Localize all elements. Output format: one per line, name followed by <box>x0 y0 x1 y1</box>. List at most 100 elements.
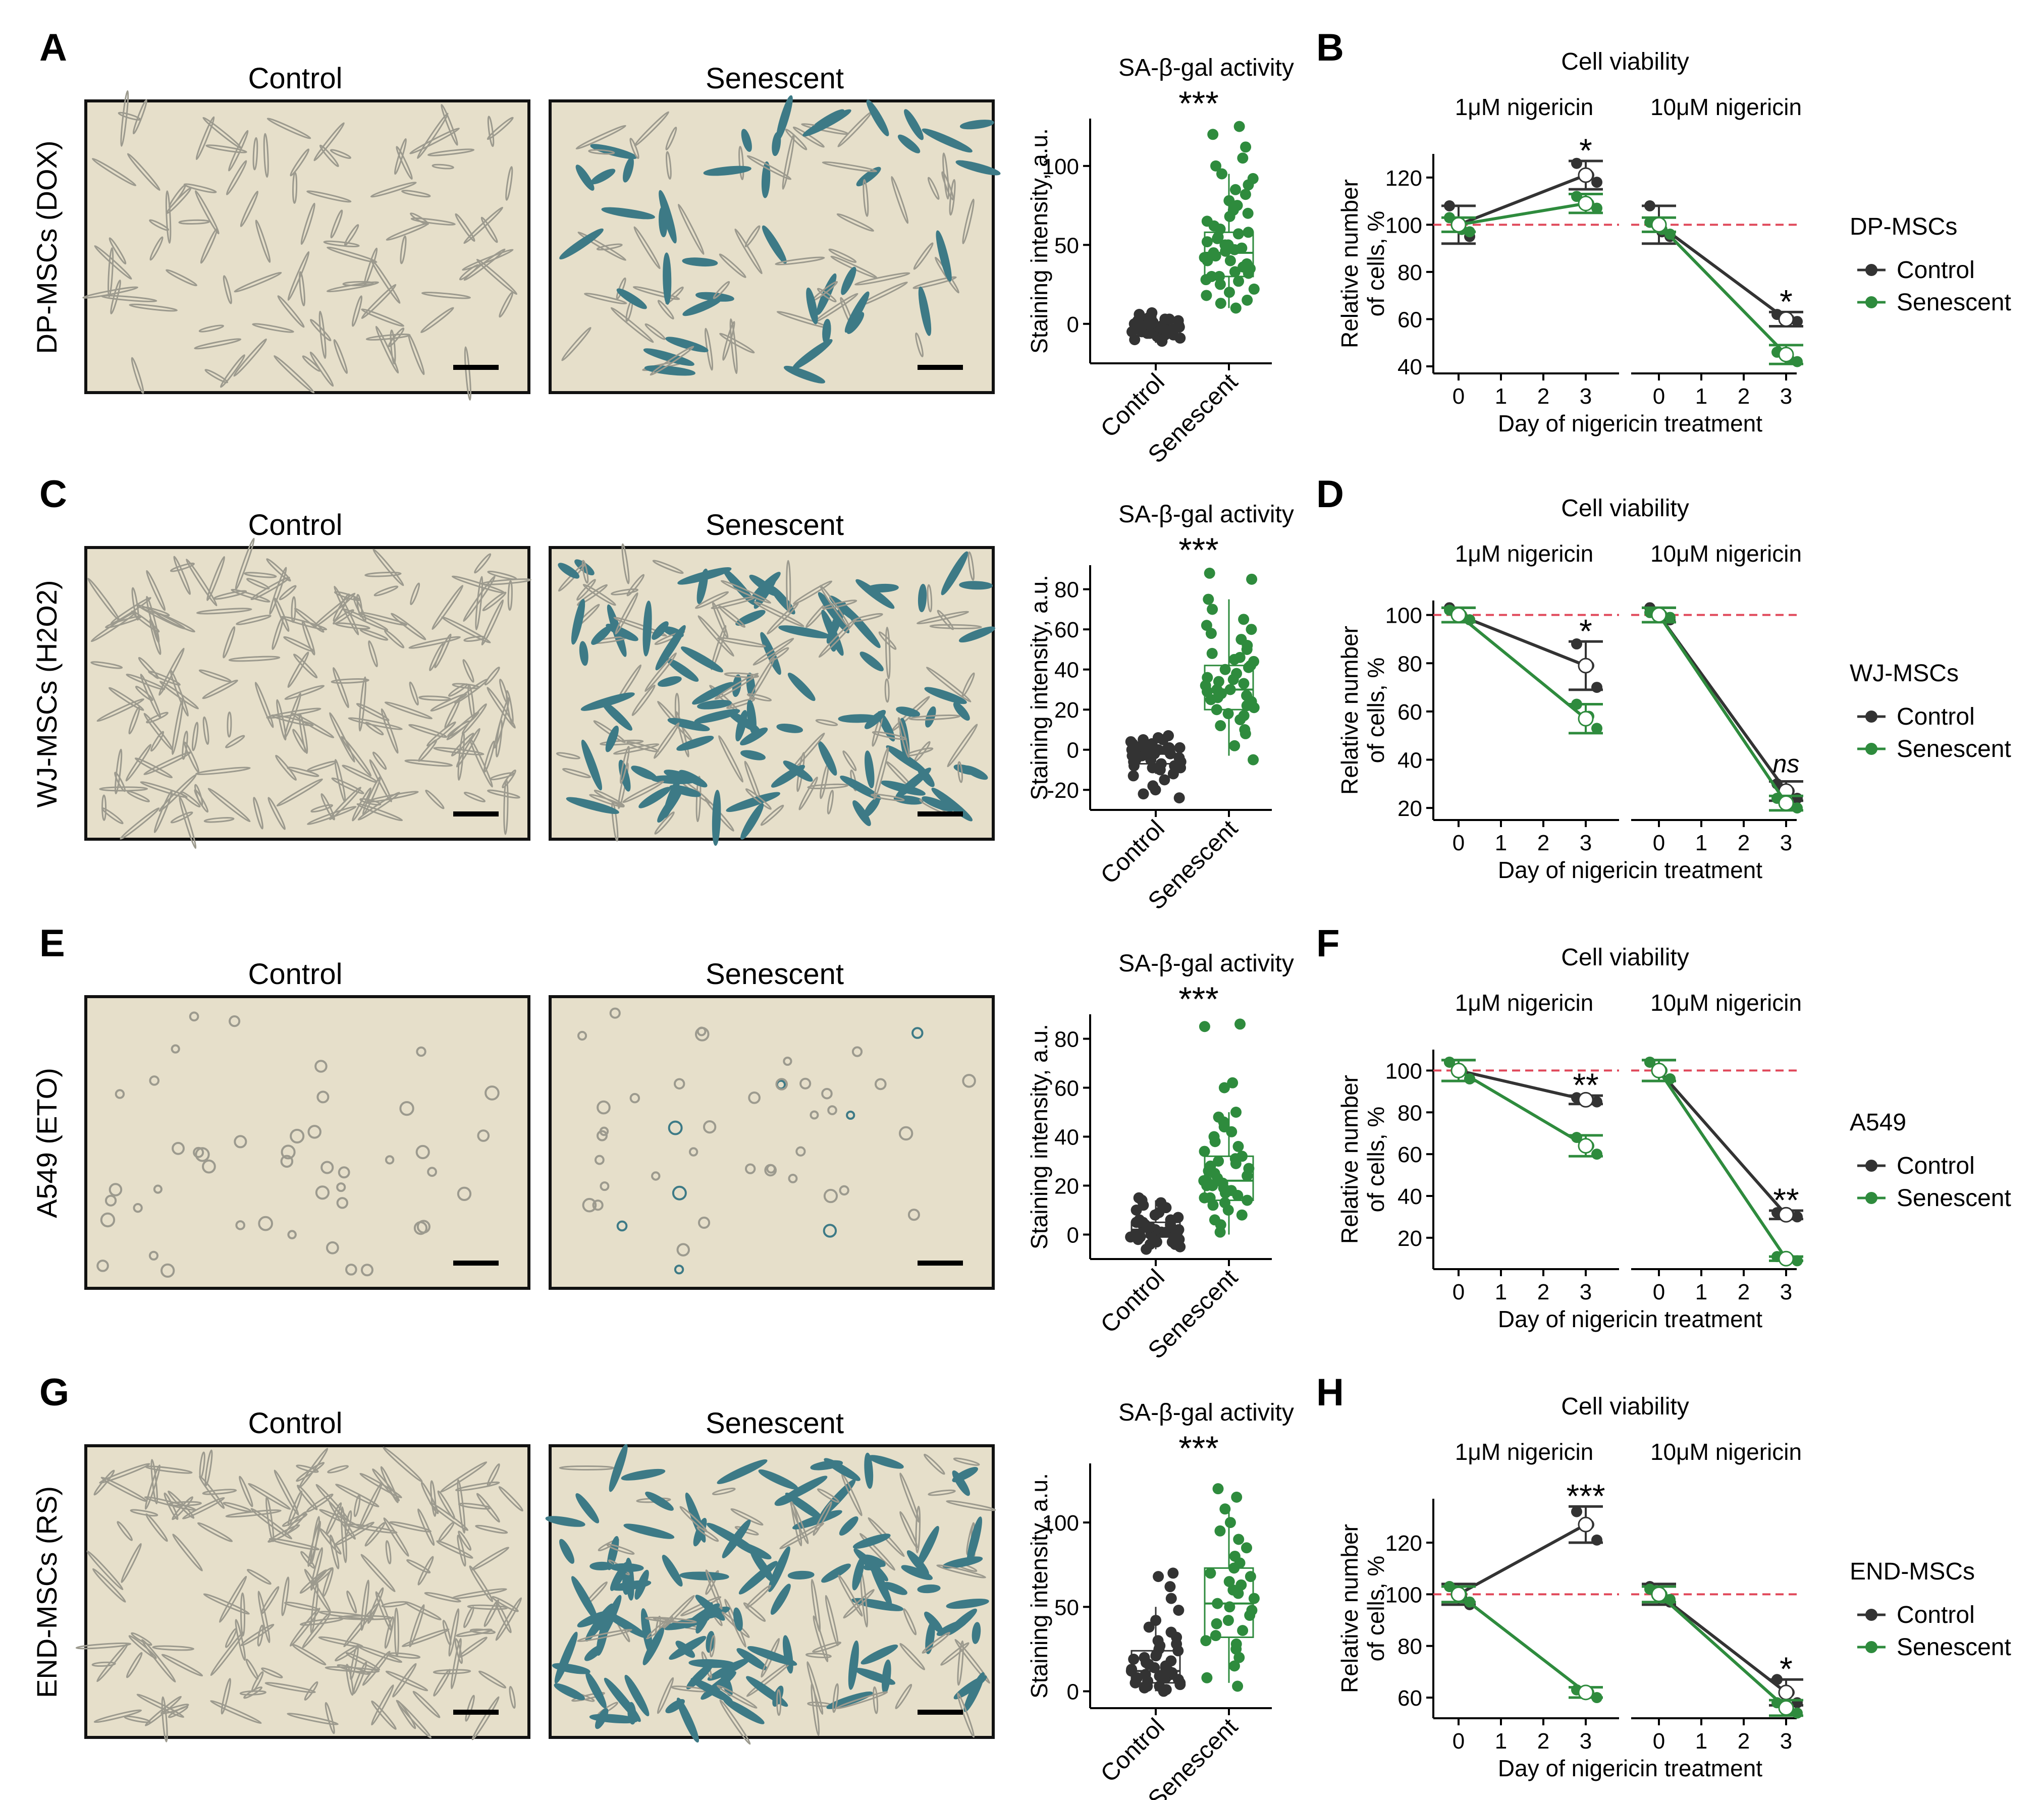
cell-round <box>338 1166 350 1179</box>
row-label: DP-MSCs (DOX) <box>31 140 63 354</box>
cell <box>248 1483 291 1510</box>
significance-label: *** <box>1178 1429 1218 1467</box>
cell <box>127 790 150 802</box>
cell <box>357 792 400 821</box>
cell-stained <box>848 1640 859 1690</box>
legend-title: END-MSCs <box>1850 1558 1975 1585</box>
replicate-point <box>1591 1096 1602 1108</box>
cell <box>266 558 291 582</box>
x-tick-label: 2 <box>1738 1280 1750 1304</box>
data-point <box>1219 1503 1231 1515</box>
cell <box>368 640 378 668</box>
scale-bar <box>918 365 963 370</box>
cell <box>644 323 666 340</box>
cell <box>406 1559 431 1574</box>
cell <box>198 669 232 682</box>
data-point <box>1211 1618 1222 1629</box>
cell <box>101 794 107 821</box>
cell-round <box>823 1188 838 1204</box>
cell <box>335 1484 380 1508</box>
cell-round <box>600 1181 610 1191</box>
cell-stained <box>642 1627 665 1666</box>
cell <box>464 346 471 401</box>
cell <box>345 1652 381 1671</box>
cell-stained <box>941 551 969 595</box>
replicate-point <box>1591 1534 1602 1546</box>
data-point <box>1248 283 1260 295</box>
cell <box>140 674 162 719</box>
cell <box>806 1661 824 1715</box>
cell-round <box>577 1030 587 1041</box>
cell <box>135 685 153 701</box>
data-point <box>1232 1140 1244 1152</box>
cell <box>371 1700 397 1730</box>
cell <box>219 1575 247 1623</box>
scale-bar <box>918 1261 963 1266</box>
data-point <box>1223 195 1235 206</box>
mean-point <box>1578 1092 1594 1108</box>
cell <box>333 609 354 625</box>
data-point <box>1173 1605 1185 1616</box>
x-tick-label: 0 <box>1453 384 1465 409</box>
cell-round <box>839 1185 849 1196</box>
data-point <box>1210 160 1222 172</box>
cell <box>319 1509 362 1530</box>
significance-label: ** <box>1773 1181 1799 1219</box>
cell <box>729 318 738 374</box>
cell <box>610 307 654 343</box>
cell-stained <box>692 682 734 705</box>
cell <box>275 754 297 781</box>
data-point <box>1243 227 1254 238</box>
legend-item-label: Senescent <box>1897 1634 2011 1661</box>
cell <box>297 1485 318 1510</box>
cell-stained <box>642 601 652 657</box>
data-point <box>1231 1491 1243 1503</box>
cell-stained <box>953 701 970 721</box>
cell <box>769 647 789 662</box>
cell <box>371 1684 394 1726</box>
photo-label: Senescent <box>706 958 844 991</box>
cell-stained <box>735 710 747 742</box>
cell <box>873 747 889 800</box>
y-tick-label: 100 <box>1385 213 1422 238</box>
cell-stained <box>936 230 952 282</box>
significance-label: ns <box>1773 750 1800 778</box>
data-point <box>1238 710 1250 722</box>
replicate-point <box>1591 723 1602 734</box>
data-point <box>1233 276 1245 287</box>
cell <box>384 629 405 648</box>
mean-point <box>1578 167 1594 183</box>
cell <box>652 560 684 574</box>
cell <box>392 1663 417 1698</box>
cell <box>293 653 318 679</box>
cell-stained <box>839 1516 858 1536</box>
cell <box>490 772 515 781</box>
cell <box>126 1652 143 1678</box>
cell <box>562 768 591 778</box>
y-tick-label: 40 <box>1054 658 1079 683</box>
cell <box>334 759 346 803</box>
legend: END-MSCs Control Senescent <box>1850 1558 2011 1661</box>
cell <box>272 617 284 650</box>
series-line <box>1657 224 1788 356</box>
cell <box>745 788 772 810</box>
cell-stained <box>545 1516 585 1527</box>
cell <box>666 151 672 180</box>
x-tick-label: 1 <box>1695 1729 1707 1754</box>
cell <box>463 575 496 622</box>
cell <box>752 637 794 666</box>
data-point <box>1134 309 1145 320</box>
y-tick-label: 80 <box>1397 1634 1422 1659</box>
data-point <box>1248 1593 1260 1604</box>
data-point <box>1212 1598 1223 1609</box>
cell <box>487 117 514 140</box>
data-point <box>1167 1567 1179 1579</box>
replicate-point <box>1464 614 1475 626</box>
row-label: WJ-MSCs (H2O2) <box>31 580 63 807</box>
cell <box>227 711 232 738</box>
cell-round <box>748 1092 761 1104</box>
data-point <box>1215 720 1226 732</box>
cell-round <box>898 1126 913 1141</box>
data-point <box>1154 1670 1165 1682</box>
mean-point <box>1778 795 1794 811</box>
